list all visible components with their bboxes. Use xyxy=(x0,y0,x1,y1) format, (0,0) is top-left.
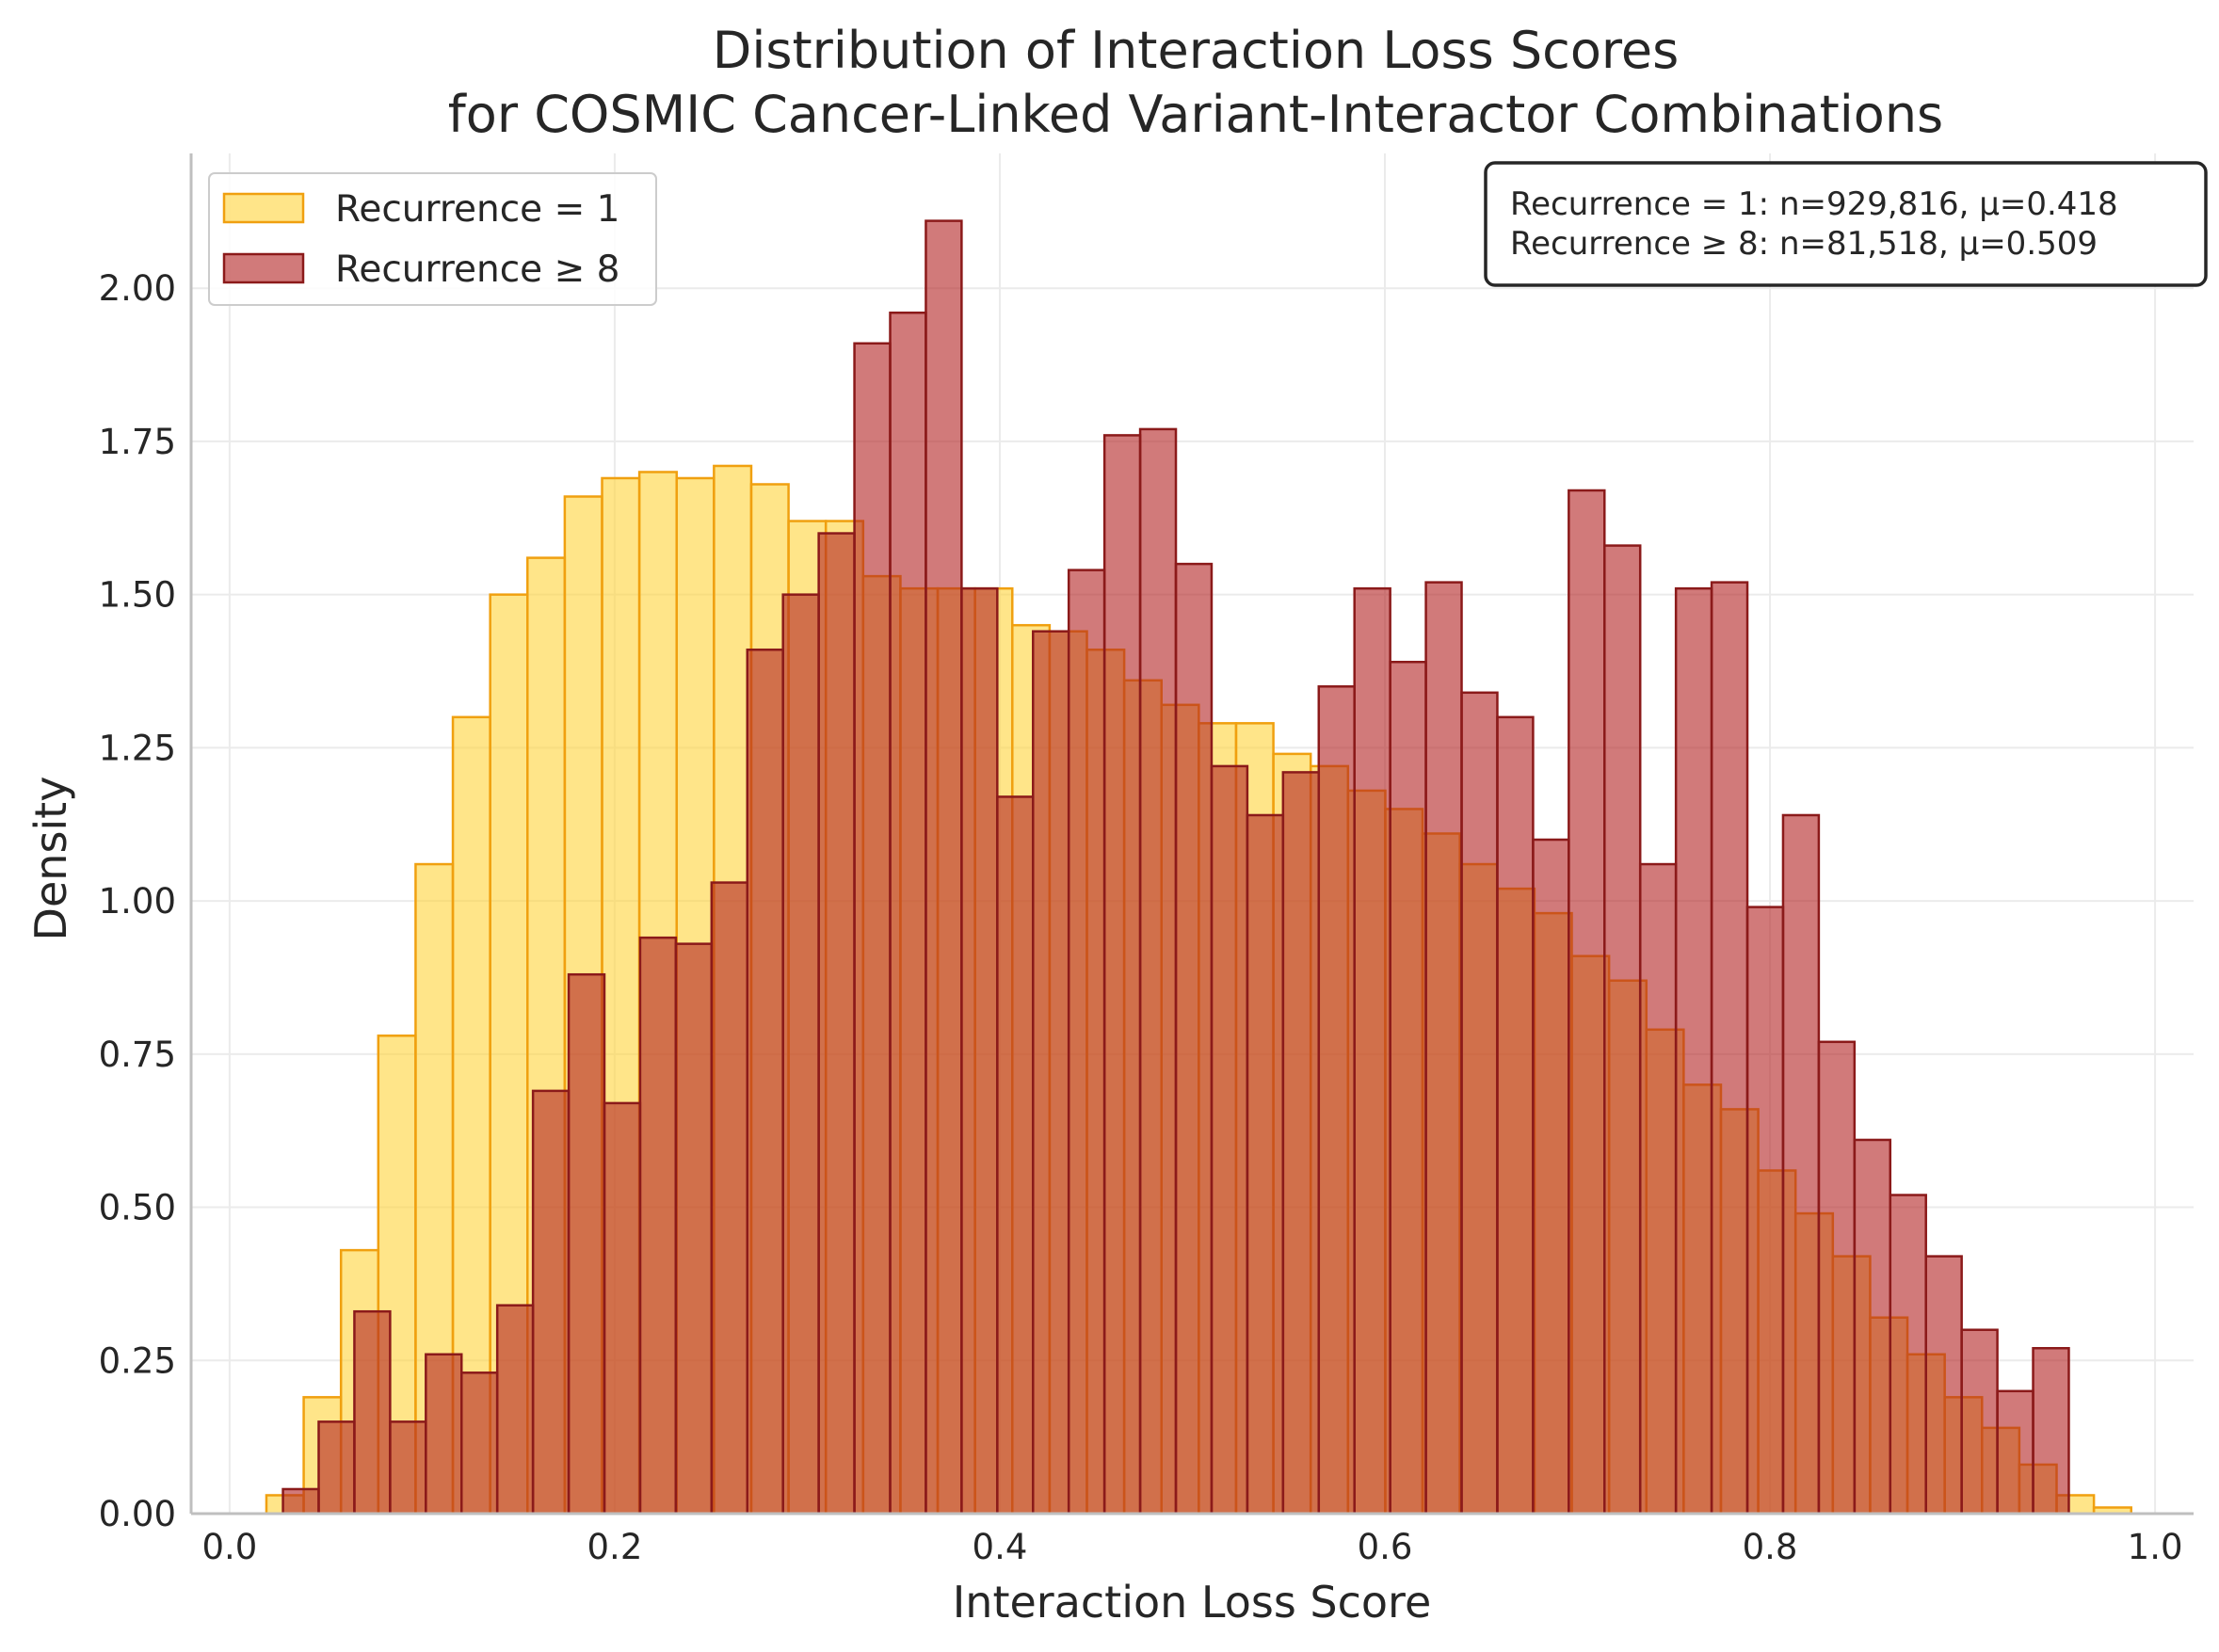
histogram-bar xyxy=(889,311,927,1516)
histogram-bar xyxy=(1924,1255,1963,1516)
x-tick-label: 1.0 xyxy=(2128,1527,2183,1567)
histogram-bar xyxy=(1174,562,1214,1516)
histogram-bar xyxy=(1067,569,1106,1516)
histogram-bar xyxy=(425,1353,463,1516)
stats-line-recurrence-1: Recurrence = 1: n=929,816, μ=0.418 xyxy=(1510,185,2118,223)
x-tick-label: 0.4 xyxy=(973,1527,1028,1567)
y-tick-label: 0.50 xyxy=(99,1188,176,1228)
legend: Recurrence = 1 Recurrence ≥ 8 xyxy=(208,172,657,306)
histogram-bar xyxy=(281,1487,320,1516)
y-tick-label: 1.00 xyxy=(99,881,176,922)
chart-title-line-1: Distribution of Interaction Loss Scores xyxy=(713,21,1680,80)
histogram-bar xyxy=(1603,544,1642,1516)
x-tick-label: 0.2 xyxy=(587,1527,643,1567)
axes xyxy=(189,153,2194,1516)
y-axis-label: Density xyxy=(25,777,76,941)
x-tick-label: 0.0 xyxy=(201,1527,257,1567)
histogram-bar xyxy=(996,795,1035,1516)
series-recurrence-8-bars xyxy=(281,219,2070,1516)
histogram-bar xyxy=(1568,489,1606,1516)
histogram-bar xyxy=(1781,813,1821,1516)
histogram-bar xyxy=(1317,685,1356,1516)
histogram-bar xyxy=(317,1420,356,1516)
histogram-bar xyxy=(1638,862,1678,1516)
histogram-bar xyxy=(1424,581,1463,1516)
histogram-bar xyxy=(531,1089,571,1516)
chart-title-line-2: for COSMIC Cancer-Linked Variant-Interac… xyxy=(448,85,1943,144)
histogram-bar xyxy=(817,532,856,1516)
y-tick-label: 1.75 xyxy=(99,422,176,462)
legend-swatch-recurrence-1 xyxy=(222,192,305,224)
histogram-bar xyxy=(2032,1347,2070,1516)
histogram-bar xyxy=(674,942,714,1516)
x-axis-label: Interaction Loss Score xyxy=(953,1577,1432,1628)
histogram-bar xyxy=(1460,691,1499,1516)
histogram-bar xyxy=(1281,771,1321,1516)
histogram-bar xyxy=(1102,434,1142,1516)
y-tick-label: 1.50 xyxy=(99,575,176,616)
x-tick-labels: 0.0 0.2 0.4 0.6 0.8 1.0 xyxy=(201,1527,2182,1567)
y-tick-label: 1.25 xyxy=(99,728,176,768)
histogram-bar xyxy=(710,881,749,1516)
histogram-bar xyxy=(1389,660,1427,1516)
histogram-bar xyxy=(567,972,606,1516)
histogram-bar xyxy=(1960,1328,1999,1516)
histogram-bar xyxy=(1853,1138,1892,1516)
histogram-bar xyxy=(1817,1040,1857,1516)
histogram-bar xyxy=(1032,630,1070,1516)
histogram-bar xyxy=(960,586,999,1516)
y-tick-label: 0.75 xyxy=(99,1035,176,1075)
histogram-bar xyxy=(925,219,963,1516)
histogram-bar xyxy=(1710,581,1749,1516)
histogram-bar xyxy=(1674,586,1713,1516)
histogram-bar xyxy=(1210,764,1249,1516)
histogram-bar xyxy=(1745,906,1785,1516)
histogram-bar xyxy=(781,593,820,1516)
y-tick-label: 0.00 xyxy=(99,1494,176,1534)
histogram-bar xyxy=(389,1420,427,1516)
histogram-bar xyxy=(603,1101,642,1516)
stats-line-recurrence-8: Recurrence ≥ 8: n=81,518, μ=0.509 xyxy=(1510,225,2098,263)
histogram-bar xyxy=(853,342,892,1516)
legend-swatch-recurrence-8 xyxy=(222,252,305,284)
y-tick-label: 2.00 xyxy=(99,268,176,309)
x-tick-label: 0.8 xyxy=(1743,1527,1798,1567)
y-tick-labels: 0.00 0.25 0.50 0.75 1.00 1.25 1.50 1.75 2.00 xyxy=(99,268,176,1534)
stats-box-frame xyxy=(1484,161,2208,287)
histogram-bar xyxy=(353,1309,392,1516)
histogram-bar xyxy=(495,1304,535,1516)
histogram-bar xyxy=(1532,838,1570,1516)
stats-box: Recurrence = 1: n=929,816, μ=0.418 Recur… xyxy=(1484,161,2208,287)
legend-label-recurrence-1: Recurrence = 1 xyxy=(335,188,619,231)
histogram-bar xyxy=(1496,715,1535,1516)
x-tick-label: 0.6 xyxy=(1358,1527,1413,1567)
histogram-bar xyxy=(1889,1194,1927,1516)
histogram-bar xyxy=(459,1371,499,1516)
histogram-bar xyxy=(1996,1389,2034,1516)
legend-frame xyxy=(208,172,657,306)
y-tick-label: 0.25 xyxy=(99,1340,176,1381)
legend-label-recurrence-8: Recurrence ≥ 8 xyxy=(335,249,619,291)
histogram-bar xyxy=(1138,427,1178,1516)
histogram-bar xyxy=(1353,586,1391,1516)
histogram-bar xyxy=(1246,813,1285,1516)
histogram-bar xyxy=(746,648,784,1516)
histogram-bar xyxy=(638,936,678,1516)
